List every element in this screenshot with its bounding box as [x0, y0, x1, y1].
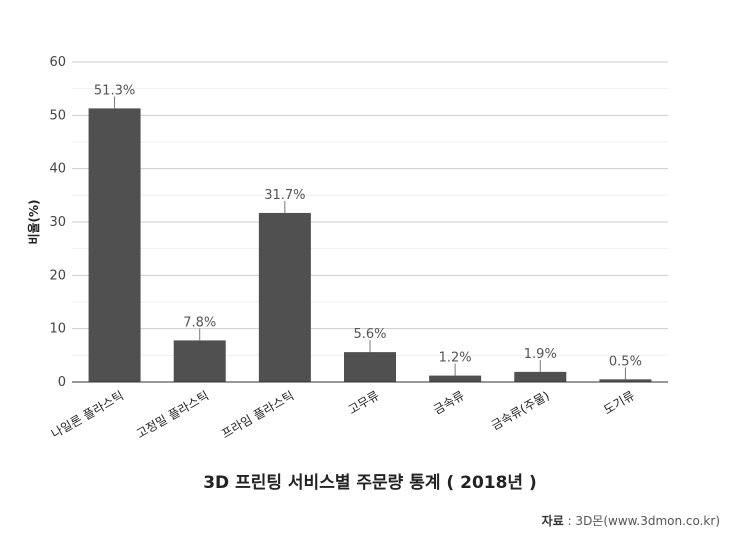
- data-label: 31.7%: [264, 188, 305, 203]
- gridlines: [72, 61, 668, 356]
- x-category-label: 고무류: [346, 388, 382, 417]
- x-category-label: 금속류(주물): [489, 388, 552, 432]
- bar: [173, 340, 226, 382]
- data-label: 1.9%: [524, 347, 557, 362]
- data-label: 7.8%: [183, 315, 216, 330]
- x-category-label: 고정밀 플라스틱: [134, 388, 211, 441]
- y-axis-ticks: 0 10 20 30 40 50 60: [49, 55, 66, 390]
- x-category-label: 프라임 플라스틱: [219, 388, 296, 441]
- chart-canvas: 0 10 20 30 40 50 60 51.3% 7.8% 31.7% 5.6% 1.2% 1.9%…: [26, 55, 668, 441]
- y-axis-label: 비율(%): [26, 199, 41, 244]
- bar: [258, 212, 311, 382]
- bars: [88, 108, 652, 383]
- data-label: 51.3%: [94, 83, 135, 98]
- y-tick-label: 20: [49, 268, 66, 283]
- source-note: 자료 : 3D몬(www.3dmon.co.kr): [542, 512, 720, 529]
- bar: [599, 379, 652, 382]
- y-tick-label: 30: [49, 215, 66, 230]
- bar: [344, 352, 396, 382]
- data-label: 5.6%: [353, 327, 386, 342]
- y-tick-label: 0: [58, 375, 66, 390]
- y-tick-label: 10: [49, 322, 66, 337]
- y-tick-label: 50: [49, 108, 66, 123]
- bar: [88, 108, 141, 383]
- bar: [514, 371, 567, 382]
- data-label: 1.2%: [439, 351, 472, 366]
- x-category-label: 나일론 플라스틱: [49, 388, 126, 441]
- bar: [429, 375, 482, 382]
- x-axis-categories: 나일론 플라스틱 고정밀 플라스틱 프라임 플라스틱 고무류 금속류 금속류(주물) 도기류: [49, 388, 637, 441]
- source-text: : 3D몬(www.3dmon.co.kr): [567, 514, 720, 528]
- data-labels: 51.3% 7.8% 31.7% 5.6% 1.2% 1.9% 0.5%: [94, 83, 642, 380]
- y-tick-label: 60: [49, 55, 66, 70]
- chart-title: 3D 프린팅 서비스별 주문량 통계 ( 2018년 ): [203, 473, 537, 493]
- x-category-label: 금속류: [431, 388, 467, 417]
- x-category-label: 도기류: [601, 388, 637, 417]
- y-tick-label: 40: [49, 162, 66, 177]
- data-label: 0.5%: [609, 354, 642, 369]
- source-label: 자료: [541, 514, 564, 528]
